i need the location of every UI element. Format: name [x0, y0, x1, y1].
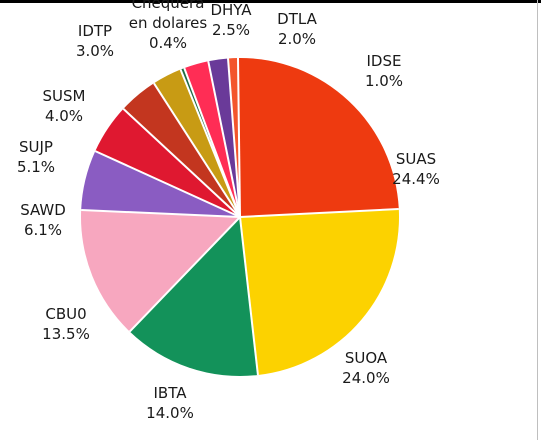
- pie-slice-sujp: [95, 108, 240, 217]
- slice-separator: [153, 82, 241, 218]
- slice-separator: [207, 61, 241, 218]
- right-border: [537, 0, 538, 440]
- pie-slice-suas: [238, 57, 399, 218]
- slice-separator: [81, 209, 241, 218]
- pie-slice-susm: [123, 83, 240, 217]
- slice-separator: [237, 57, 241, 218]
- data-label-dhya: DHYA 2.5%: [210, 1, 252, 39]
- slice-separator: [183, 67, 241, 218]
- pie-slice-suoa: [240, 209, 400, 375]
- slice-separator: [239, 208, 399, 218]
- pie-slice-ibta: [129, 217, 258, 376]
- data-label-suas: SUAS 24.4%: [392, 150, 440, 188]
- slice-separator: [128, 216, 241, 333]
- data-label-susm: SUSM 4.0%: [43, 87, 86, 125]
- top-border: [0, 0, 541, 3]
- data-label-sawd: SAWD 6.1%: [20, 201, 66, 239]
- data-label-idse: IDSE 1.0%: [365, 52, 403, 90]
- data-label-idtp: IDTP 3.0%: [76, 22, 114, 60]
- data-label-suoa: SUOA 24.0%: [342, 349, 390, 387]
- slice-separator: [239, 216, 259, 376]
- slice-separator: [227, 58, 241, 218]
- slice-separator: [122, 108, 241, 218]
- pie-slice-cbu0: [80, 210, 240, 332]
- pie-slice-idtp: [153, 69, 240, 217]
- data-label-dtla: DTLA 2.0%: [277, 10, 317, 48]
- data-label-chequera-en-dolares: Chequera en dolares 0.4%: [129, 0, 208, 52]
- slice-separator: [94, 150, 241, 218]
- data-label-sujp: SUJP 5.1%: [17, 138, 55, 176]
- data-label-cbu0: CBU0 13.5%: [42, 305, 90, 343]
- pie-slice-sawd: [81, 151, 241, 217]
- data-label-ibta: IBTA 14.0%: [146, 384, 194, 422]
